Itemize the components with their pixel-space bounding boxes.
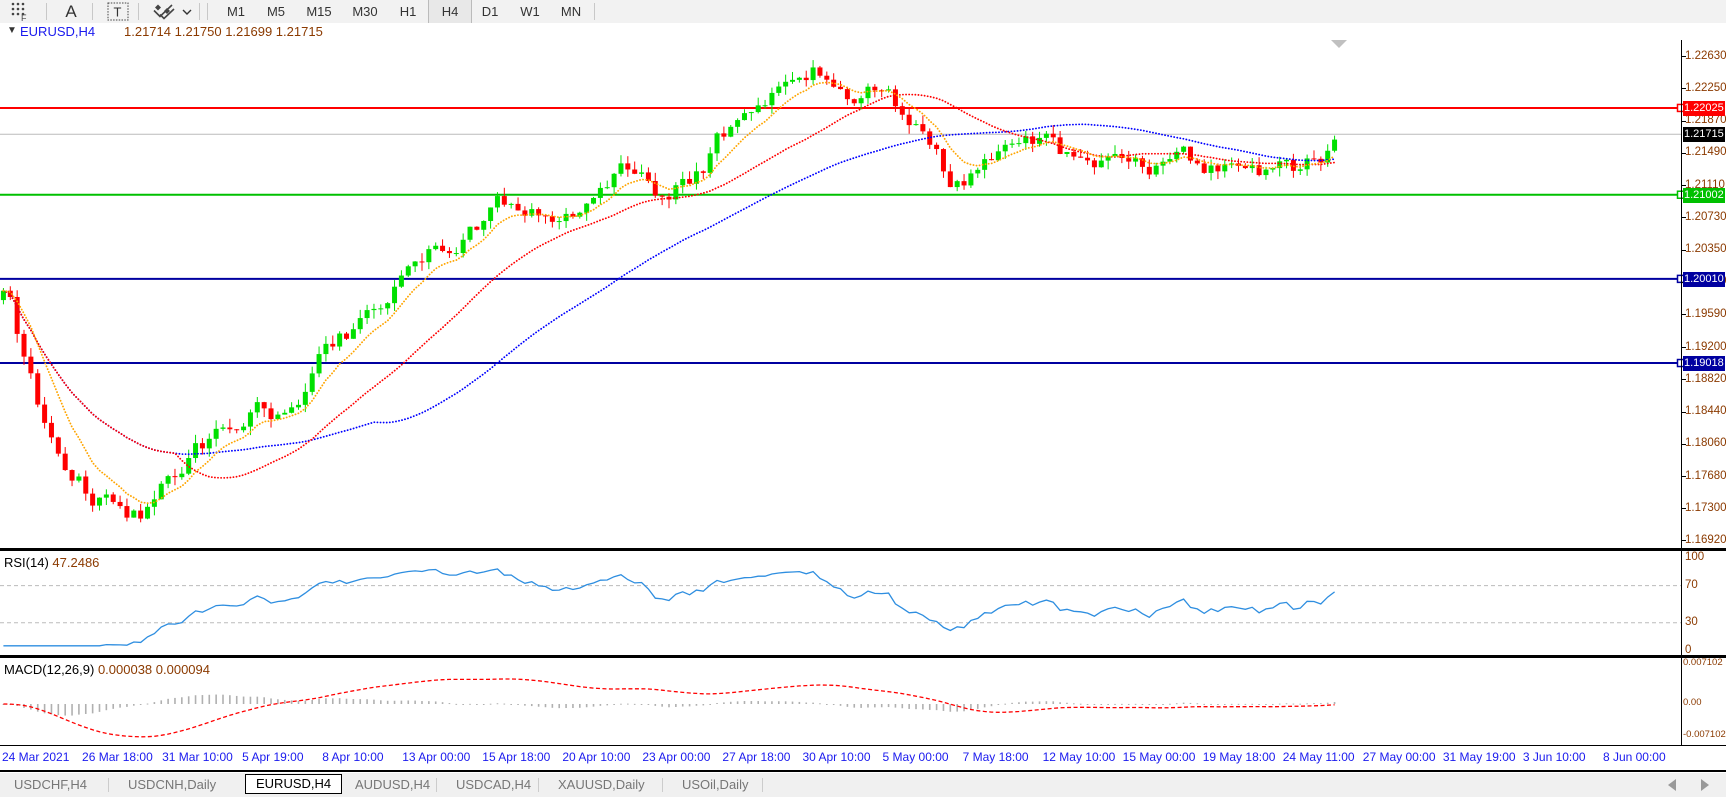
- svg-text:F: F: [21, 13, 27, 22]
- svg-text:T: T: [114, 4, 122, 19]
